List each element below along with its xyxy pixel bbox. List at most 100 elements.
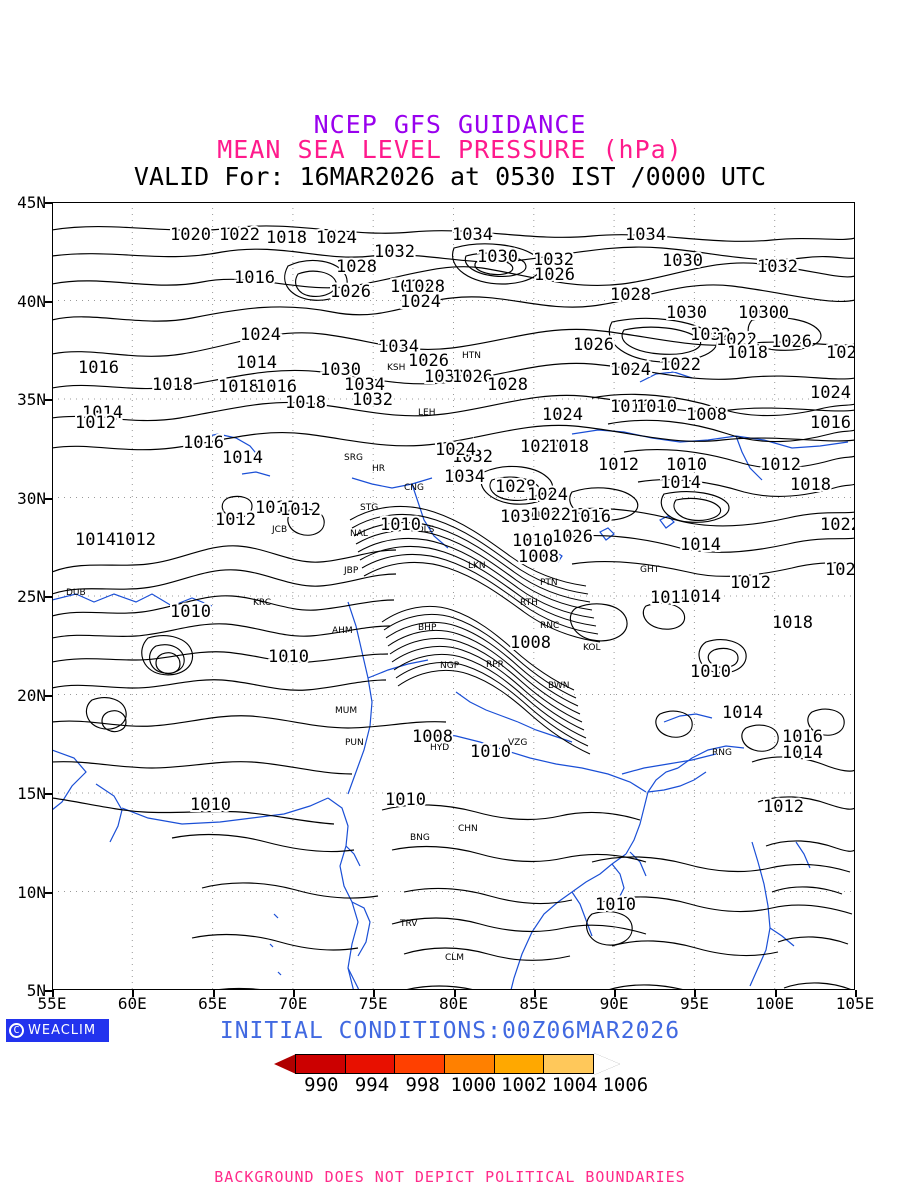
- isobar-label: 1024: [527, 485, 568, 505]
- city-label: NAL: [350, 529, 368, 539]
- isobar-label-halo: 1014: [75, 530, 116, 550]
- isobar-label-halo: 1010: [595, 895, 636, 915]
- isobar-label: 1010: [636, 397, 677, 417]
- isobar-label-halo: 1026: [534, 265, 575, 285]
- city-label: CNG: [404, 483, 424, 493]
- isobar-label-halo: 1034: [452, 225, 493, 245]
- isobar-label-halo: 1014: [680, 535, 721, 555]
- isobar-label-halo: 1014: [82, 403, 123, 423]
- isobar-label: 1014: [650, 588, 691, 608]
- isobar-label: 1008: [518, 547, 559, 567]
- title-line-ncep: NCEP GFS GUIDANCE: [313, 110, 587, 139]
- x-axis-tick-mark: [533, 990, 536, 997]
- isobar-label: 1010: [170, 602, 211, 622]
- isobar-label: 1032: [374, 242, 415, 262]
- isobar-label-halo: 1018: [790, 475, 831, 495]
- isobar-label-halo: 1022: [820, 515, 855, 535]
- colorbar-tick-label: 994: [354, 1074, 390, 1096]
- isobar-label: 1016: [183, 433, 224, 453]
- isobar-label: 1012: [280, 500, 321, 520]
- isobar-label: 1026: [771, 332, 812, 352]
- isobar-label-halo: 1022: [530, 505, 571, 525]
- isobar-label: 1024: [316, 228, 357, 248]
- isobar-label: 1014: [82, 403, 123, 423]
- isobar-label-halo: 1030: [666, 303, 707, 323]
- isobar-label-halo: 1032: [374, 242, 415, 262]
- city-label: JCB: [271, 525, 287, 535]
- city-label: DUB: [66, 588, 86, 598]
- isobar-label-halo: 1024: [542, 405, 583, 425]
- city-label: KSH: [387, 363, 405, 373]
- isobar-label-halo: 1024: [240, 325, 281, 345]
- isobar-label: 1010: [268, 647, 309, 667]
- pressure-contour-map: HTN KSH LEH SRG HR CNG STG NAL NDLS JCB JBP LKN PTN D…: [53, 203, 855, 989]
- isobar-label-halo: 1010: [170, 602, 211, 622]
- city-label: GHT: [640, 565, 660, 575]
- weaclim-logo[interactable]: C WEACLIM: [6, 1019, 109, 1042]
- isobar-label: 1030: [477, 247, 518, 267]
- isobar-label: 1026: [573, 335, 614, 355]
- y-axis-tick-mark: [45, 891, 52, 894]
- isobar-label-halo: 1034: [390, 277, 431, 297]
- isobar-label: 1014: [660, 473, 701, 493]
- x-axis-tick-label: 90E: [599, 994, 629, 1013]
- isobar-label: 1018: [772, 613, 813, 633]
- isobar-label: 1030: [500, 507, 541, 527]
- isobar-label: 1016: [610, 397, 651, 417]
- isobar-label-halo: 1024: [610, 360, 651, 380]
- y-axis-tick-mark: [45, 202, 52, 204]
- isobar-label-halo: 1024: [810, 383, 851, 403]
- isobar-label: 1010: [690, 662, 731, 682]
- colorbar-segment: [295, 1054, 346, 1074]
- isobar-label: 1032: [452, 447, 493, 467]
- isobar-label: 1014: [680, 535, 721, 555]
- isobar-label: 1014: [222, 448, 263, 468]
- isobar-label: 1010: [666, 455, 707, 475]
- city-label: TRV: [399, 919, 418, 929]
- isobar-label: 1034: [390, 277, 431, 297]
- isobar-label-halo: 1026: [771, 332, 812, 352]
- isobar-label-halo: 1028: [404, 277, 445, 297]
- isobar-label-halo: 1016: [183, 433, 224, 453]
- x-axis-tick-label: 85E: [519, 994, 549, 1013]
- isobar-label-halo: 1014: [236, 353, 277, 373]
- map-panel[interactable]: HTN KSH LEH SRG HR CNG STG NAL NDLS JCB JBP LKN PTN D…: [52, 202, 855, 990]
- x-axis-tick-label: 65E: [198, 994, 228, 1013]
- city-label: KOL: [583, 643, 601, 653]
- isobar-label: 1034: [625, 225, 666, 245]
- isobar-label: 1018: [548, 437, 589, 457]
- isobar-label-halo: 1028: [610, 285, 651, 305]
- colorbar-tick-label: 990: [304, 1074, 339, 1096]
- isobar-label: 1024: [240, 325, 281, 345]
- isobar-label: 1022: [716, 330, 757, 350]
- isobar-label: 1034: [344, 375, 385, 395]
- isobar-label: 1024: [542, 405, 583, 425]
- isobar-label: 1032: [690, 325, 731, 345]
- isobar-label: 1020: [520, 437, 561, 457]
- city-label: CHN: [458, 824, 478, 834]
- colorbar-tick-label: 1002: [501, 1074, 547, 1096]
- isobar-label: 1010: [380, 515, 421, 535]
- isobar-label-halo: 1014: [680, 587, 721, 607]
- isobar-label-halo: 1012: [255, 498, 296, 518]
- isobar-label: 1028: [610, 285, 651, 305]
- y-axis-tick-label: 40N: [17, 291, 46, 311]
- isobar-label-halo: 1018: [152, 375, 193, 395]
- colorbar-left-cap: [274, 1054, 296, 1074]
- isobar-label: 1018: [790, 475, 831, 495]
- isobar-label: 1026: [330, 282, 371, 302]
- isobar-label: 1028: [404, 277, 445, 297]
- x-axis-tick-label: 95E: [679, 994, 709, 1013]
- isobar-label-halo: 1014: [722, 703, 763, 723]
- city-label: RNG: [712, 748, 732, 758]
- isobar-label-halo: 1010: [636, 397, 677, 417]
- city-labels: HTN KSH LEH SRG HR CNG STG NAL NDLS JCB JBP LKN PTN D…: [66, 351, 732, 963]
- y-axis-tick-label: 10N: [17, 882, 46, 902]
- initial-conditions-label: INITIAL CONDITIONS:00Z06MAR2026: [219, 1018, 681, 1044]
- isobar-label-halo: 1030: [738, 303, 779, 323]
- y-axis-tick-mark: [45, 300, 52, 303]
- isobar-label-halo: 1030: [748, 303, 789, 323]
- isobar-label: 1030: [424, 367, 465, 387]
- isobar-label-halo: 1024: [316, 228, 357, 248]
- city-label: AHM: [332, 626, 353, 636]
